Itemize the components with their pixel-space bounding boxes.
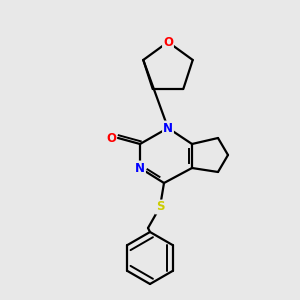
- Text: N: N: [135, 161, 145, 175]
- Text: S: S: [156, 200, 164, 214]
- Text: O: O: [163, 35, 173, 49]
- Text: O: O: [106, 133, 116, 146]
- Text: N: N: [163, 122, 173, 134]
